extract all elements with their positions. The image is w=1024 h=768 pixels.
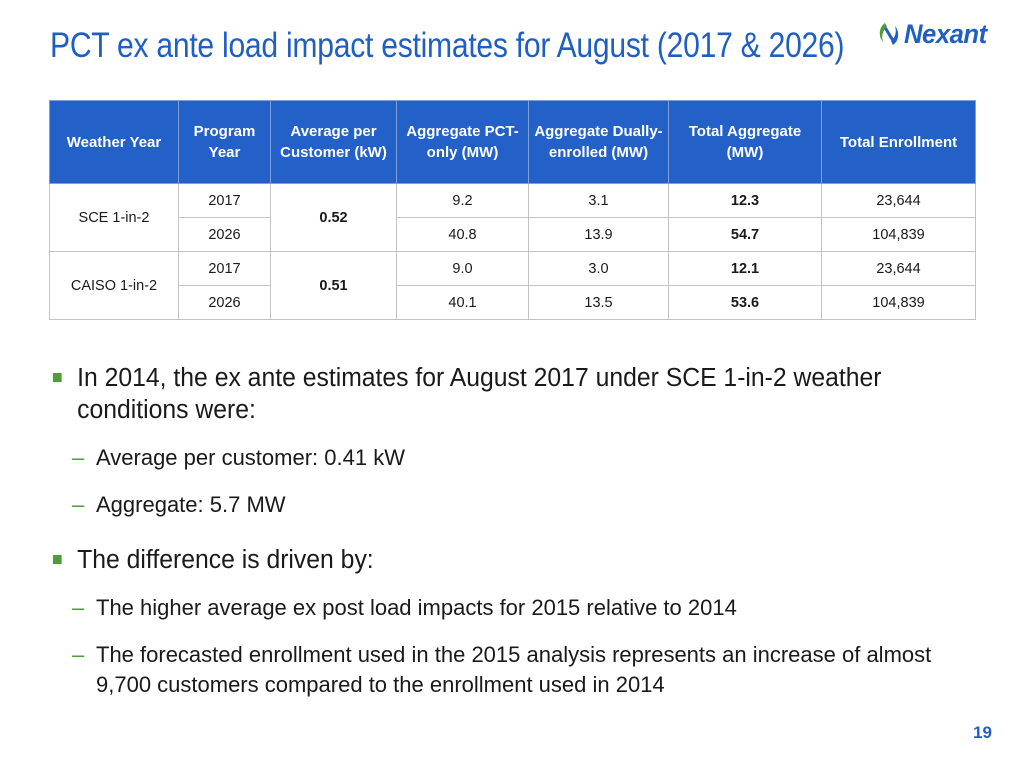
dually-cell: 3.0: [528, 251, 669, 286]
total-aggregate-cell: 53.6: [668, 285, 822, 320]
dually-cell: 3.1: [528, 183, 669, 218]
header-aggregate-dually: Aggregate Dually-enrolled (MW): [528, 100, 669, 184]
table-row: SCE 1-in-2 2017 0.52 9.2 3.1 12.3 23,644: [49, 183, 976, 252]
enrollment-cell: 104,839: [821, 285, 976, 320]
pct-only-cell: 9.0: [396, 251, 529, 286]
dash-bullet-icon: –: [72, 595, 85, 620]
sub-bullet-item: – The higher average ex post load impact…: [50, 593, 980, 623]
square-bullet-icon: [52, 373, 62, 382]
logo-wordmark: Nexant: [904, 18, 987, 49]
pct-only-cell: 40.8: [396, 217, 529, 252]
table-row: 2026 40.1 13.5 53.6 104,839: [50, 285, 976, 320]
sub-bullet-item: – Aggregate: 5.7 MW: [50, 490, 980, 520]
total-aggregate-cell: 54.7: [668, 217, 822, 252]
header-avg-per-customer: Average per Customer (kW): [270, 100, 397, 184]
nexant-swirl-icon: [879, 23, 899, 45]
pct-only-cell: 40.1: [396, 285, 529, 320]
program-year-cell: 2017: [178, 183, 271, 218]
enrollment-cell: 23,644: [821, 251, 976, 286]
weather-year-cell: CAISO 1-in-2: [49, 251, 179, 320]
load-impact-table: Weather Year Program Year Average per Cu…: [49, 100, 976, 320]
header-weather-year: Weather Year: [49, 100, 179, 184]
header-total-aggregate: Total Aggregate (MW): [668, 100, 822, 184]
program-year-cell: 2026: [178, 217, 271, 252]
dash-bullet-icon: –: [72, 445, 85, 470]
sub-bullet-item: – Average per customer: 0.41 kW: [50, 443, 980, 473]
dash-bullet-icon: –: [72, 492, 85, 517]
bullet-list: In 2014, the ex ante estimates for Augus…: [50, 362, 980, 700]
dually-cell: 13.5: [528, 285, 669, 320]
table-row: CAISO 1-in-2 2017 0.51 9.0 3.0 12.1 23,6…: [49, 251, 976, 320]
dash-bullet-icon: –: [72, 642, 85, 667]
bullet-item: In 2014, the ex ante estimates for Augus…: [50, 362, 952, 426]
enrollment-cell: 104,839: [821, 217, 976, 252]
sub-bullet-text: The higher average ex post load impacts …: [96, 595, 737, 620]
table-header-row: Weather Year Program Year Average per Cu…: [49, 100, 976, 184]
sub-bullet-text: Aggregate: 5.7 MW: [96, 492, 286, 517]
page-number: 19: [973, 723, 992, 742]
bullet-item: The difference is driven by:: [50, 544, 952, 576]
bullet-text: In 2014, the ex ante estimates for Augus…: [77, 364, 882, 424]
total-aggregate-cell: 12.3: [668, 183, 822, 218]
total-aggregate-cell: 12.1: [668, 251, 822, 286]
slide-title: PCT ex ante load impact estimates for Au…: [50, 26, 845, 65]
sub-bullet-item: – The forecasted enrollment used in the …: [50, 640, 980, 700]
table-row: 2026 40.8 13.9 54.7 104,839: [50, 217, 976, 252]
program-year-cell: 2017: [178, 251, 271, 286]
header-program-year: Program Year: [178, 100, 271, 184]
pct-only-cell: 9.2: [396, 183, 529, 218]
enrollment-cell: 23,644: [821, 183, 976, 218]
dually-cell: 13.9: [528, 217, 669, 252]
nexant-logo: Nexant: [876, 18, 1008, 50]
header-aggregate-pct-only: Aggregate PCT-only (MW): [396, 100, 529, 184]
sub-bullet-text: Average per customer: 0.41 kW: [96, 445, 405, 470]
avg-per-customer-cell: 0.51: [270, 251, 397, 320]
sub-bullet-text: The forecasted enrollment used in the 20…: [96, 642, 932, 697]
program-year-cell: 2026: [178, 285, 271, 320]
avg-per-customer-cell: 0.52: [270, 183, 397, 252]
square-bullet-icon: [52, 555, 62, 564]
header-total-enrollment: Total Enrollment: [821, 100, 976, 184]
bullet-text: The difference is driven by:: [77, 546, 374, 574]
weather-year-cell: SCE 1-in-2: [49, 183, 179, 252]
